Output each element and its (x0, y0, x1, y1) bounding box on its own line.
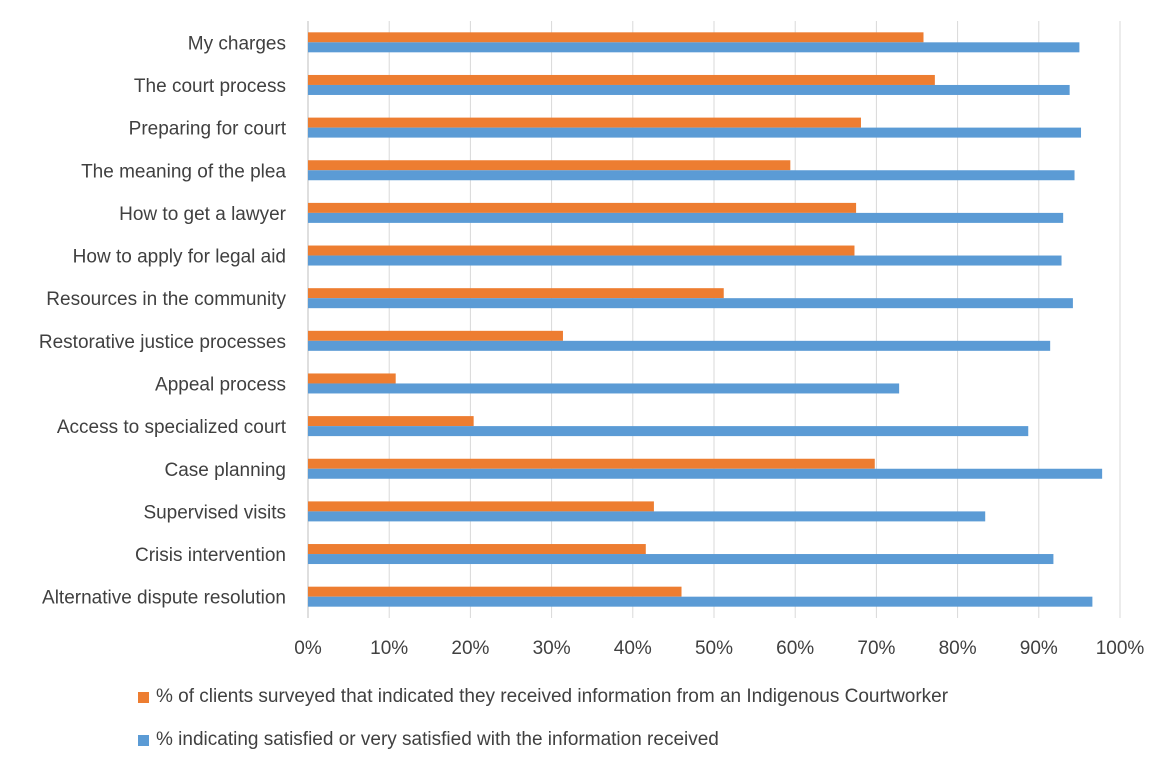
bar-received (308, 544, 646, 555)
bar-received (308, 330, 563, 341)
bar-received (308, 160, 791, 171)
category-label: Resources in the community (46, 289, 286, 310)
x-tick-label: 10% (370, 638, 408, 659)
x-tick-label: 60% (776, 638, 814, 659)
bar-satisfied (308, 426, 1029, 437)
bar-satisfied (308, 127, 1082, 138)
category-label: Supervised visits (143, 502, 286, 523)
x-tick-label: 50% (695, 638, 733, 659)
bar-satisfied (308, 511, 986, 522)
bar-received (308, 373, 396, 384)
x-tick-label: 0% (294, 638, 322, 659)
bar-received (308, 458, 875, 469)
x-tick-label: 70% (857, 638, 895, 659)
bar-received (308, 416, 474, 427)
bar-received (308, 245, 855, 256)
legend-swatch-satisfied (138, 734, 149, 746)
x-tick-label: 90% (1020, 638, 1058, 659)
category-label: Preparing for court (129, 119, 287, 140)
bar-received (308, 202, 857, 213)
bar-satisfied (308, 212, 1064, 223)
bar-received (308, 586, 682, 597)
bar-satisfied (308, 298, 1073, 309)
legend-item-received: % of clients surveyed that indicated the… (138, 686, 948, 708)
bar-received (308, 32, 924, 43)
bar-satisfied (308, 42, 1080, 53)
category-label: My charges (188, 33, 286, 54)
bar-chart: 0% 10% 20% 30% 40% 50% 60% 70% 80% 90% 100% My char… (39, 21, 1145, 659)
category-label: How to get a lawyer (119, 204, 287, 225)
bar-received (308, 501, 654, 512)
category-label: Case planning (165, 460, 286, 481)
x-tick-label: 100% (1096, 638, 1145, 659)
category-label: The meaning of the plea (81, 161, 286, 182)
bar-satisfied (308, 340, 1051, 351)
category-label: Crisis intervention (135, 545, 286, 566)
x-tick-label: 40% (614, 638, 652, 659)
category-label: The court process (134, 76, 286, 97)
x-tick-label: 80% (939, 638, 977, 659)
bar-satisfied (308, 554, 1054, 565)
bar-received (308, 288, 724, 299)
legend-swatch-received (138, 691, 149, 703)
x-tick-label: 30% (533, 638, 571, 659)
legend-label-satisfied: % indicating satisfied or very satisfied… (156, 729, 719, 750)
bar-satisfied (308, 84, 1070, 95)
category-label: Restorative justice processes (39, 332, 286, 353)
bar-received (308, 117, 861, 128)
bar-satisfied (308, 383, 900, 394)
bar-satisfied (308, 468, 1103, 479)
x-tick-label: 20% (451, 638, 489, 659)
category-label: Alternative dispute resolution (42, 588, 286, 609)
legend-label-received: % of clients surveyed that indicated the… (156, 686, 949, 707)
bar-satisfied (308, 170, 1075, 181)
category-label: How to apply for legal aid (73, 247, 286, 268)
category-label: Appeal process (155, 374, 286, 395)
legend-item-satisfied: % indicating satisfied or very satisfied… (138, 729, 719, 751)
bar-received (308, 74, 935, 85)
category-label: Access to specialized court (57, 417, 287, 438)
bar-satisfied (308, 255, 1062, 266)
bar-satisfied (308, 596, 1093, 607)
